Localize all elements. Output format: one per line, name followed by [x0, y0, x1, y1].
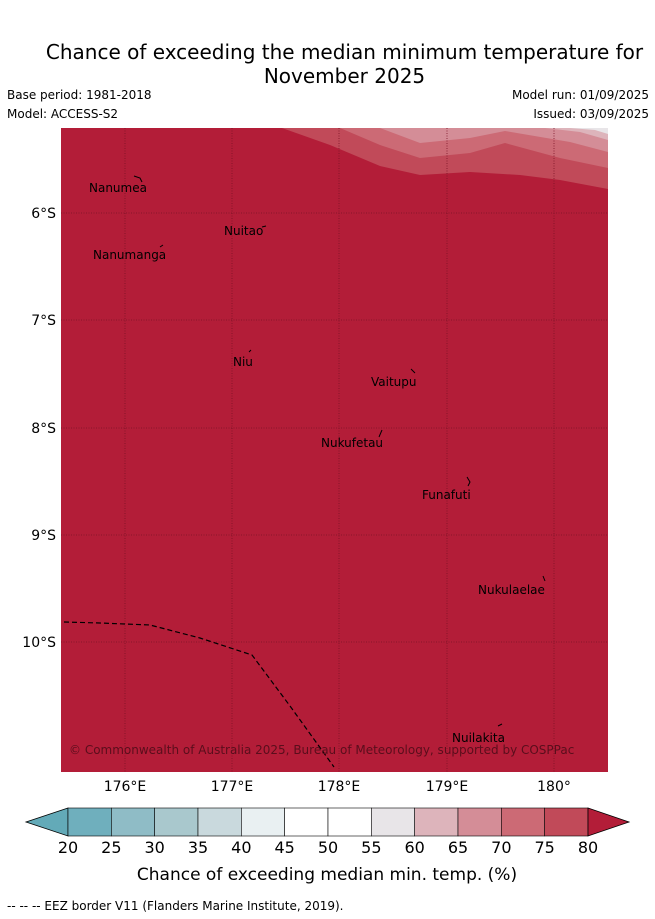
- eez-border-legend: -- -- -- EEZ border V11 (Flanders Marine…: [7, 899, 344, 913]
- lon-label-178e: 178°E: [318, 779, 361, 795]
- colorbar-segment-55-60: [371, 807, 415, 837]
- colorbar-segment-60-65: [414, 807, 459, 837]
- island-mark-nanumanga: [159, 244, 164, 248]
- lon-label-177e: 177°E: [211, 779, 254, 795]
- map-title: Chance of exceeding the median minimum t…: [45, 40, 644, 88]
- colorbar-tick-20: 20: [58, 838, 78, 857]
- island-mark-nukulaelae: [542, 575, 546, 582]
- probability-band-60: [545, 128, 608, 140]
- base-period: Base period: 1981-2018: [7, 88, 152, 102]
- probability-band-65: [350, 128, 608, 152]
- colorbar-segment-35-40: [197, 807, 242, 837]
- lon-label-179e: 179°E: [426, 779, 469, 795]
- colorbar-segment-75-80: [544, 807, 589, 837]
- island-mark-nanumea: [133, 175, 143, 183]
- colorbar-tick-30: 30: [144, 838, 164, 857]
- colorbar-segment-70-75: [501, 807, 545, 837]
- lat-label-10s: 10°S: [22, 635, 56, 651]
- colorbar-tick-80: 80: [578, 838, 598, 857]
- graticule: [61, 128, 608, 772]
- island-mark-nukufetau: [378, 429, 383, 438]
- island-mark-nuitao: [261, 225, 267, 228]
- colorbar-tick-40: 40: [231, 838, 251, 857]
- island-mark-niu: [248, 349, 252, 353]
- island-shapes: [133, 175, 546, 727]
- probability-band-70: [292, 128, 608, 168]
- model-name: Model: ACCESS-S2: [7, 107, 119, 121]
- colorbar-segment-20-25: [67, 807, 112, 837]
- colorbar-tick-75: 75: [534, 838, 554, 857]
- colorbar-segment-30-35: [154, 807, 199, 837]
- colorbar-tick-labels: 20 25 30 35 40 45 50 55 60 65 70 75 80: [58, 838, 598, 857]
- island-label-nuitao: Nuitao: [224, 224, 263, 238]
- colorbar-segment-65-70: [457, 807, 502, 837]
- probability-fill-80: [61, 128, 608, 772]
- colorbar-tick-65: 65: [448, 838, 468, 857]
- colorbar-tick-70: 70: [491, 838, 511, 857]
- colorbar-extend-low: [24, 807, 69, 837]
- lat-label-8s: 8°S: [31, 421, 56, 437]
- colorbar-segment-25-30: [111, 807, 155, 837]
- lat-label-6s: 6°S: [31, 206, 56, 222]
- island-label-nuilakita: Nuilakita: [452, 731, 505, 745]
- island-label-nanumanga: Nanumanga: [93, 248, 166, 262]
- island-label-nanumea: Nanumea: [89, 181, 147, 195]
- colorbar-tick-25: 25: [101, 838, 121, 857]
- copyright-notice: © Commonwealth of Australia 2025, Bureau…: [69, 743, 574, 757]
- map-area: Nanumea Nuitao Nanumanga Niu Vaitupu Nuk…: [61, 128, 608, 772]
- colorbar-segment-50-55: [327, 807, 372, 837]
- island-label-nukulaelae: Nukulaelae: [478, 583, 545, 597]
- island-mark-nuilakita: [497, 723, 503, 727]
- colorbar-label: Chance of exceeding median min. temp. (%…: [137, 865, 517, 885]
- lat-label-9s: 9°S: [31, 528, 56, 544]
- colorbar: [24, 807, 631, 837]
- colorbar-tick-50: 50: [318, 838, 338, 857]
- lat-label-7s: 7°S: [31, 313, 56, 329]
- colorbar-tick-55: 55: [361, 838, 381, 857]
- island-mark-vaitupu: [410, 368, 416, 374]
- eez-border-line: [63, 621, 335, 768]
- colorbar-tick-45: 45: [274, 838, 294, 857]
- island-label-vaitupu: Vaitupu: [371, 375, 417, 389]
- model-run: Model run: 01/09/2025: [511, 88, 649, 102]
- island-label-niu: Niu: [233, 355, 253, 369]
- island-label-nukufetau: Nukufetau: [321, 436, 383, 450]
- issued-date: Issued: 03/09/2025: [533, 107, 649, 121]
- lon-label-176e: 176°E: [104, 779, 147, 795]
- island-label-funafuti: Funafuti: [422, 488, 471, 502]
- probability-band-55: [570, 128, 608, 134]
- lon-label-180: 180°: [537, 779, 571, 795]
- colorbar-extend-high: [587, 807, 631, 837]
- island-mark-funafuti: [466, 476, 471, 487]
- colorbar-segment-40-45: [241, 807, 285, 837]
- colorbar-tick-60: 60: [404, 838, 424, 857]
- colorbar-tick-35: 35: [188, 838, 208, 857]
- colorbar-segment-45-50: [284, 807, 329, 837]
